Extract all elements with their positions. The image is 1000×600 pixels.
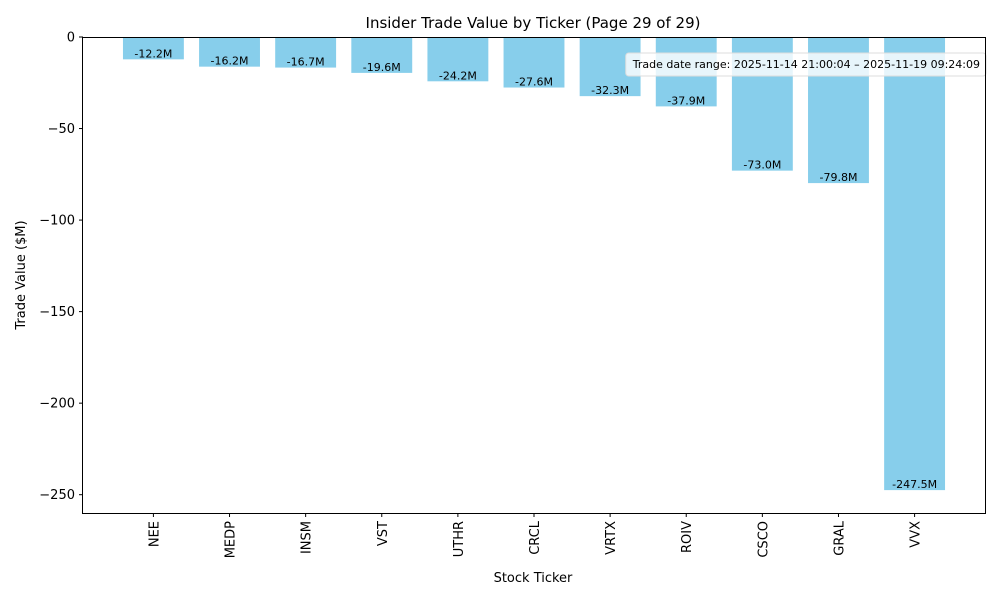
bar-uthr bbox=[427, 37, 489, 82]
x-tick-label-vrtx: VRTX bbox=[604, 521, 619, 555]
bar-vst bbox=[351, 37, 413, 73]
y-axis-label: Trade Value ($M) bbox=[14, 220, 29, 330]
y-tick-label: −200 bbox=[39, 397, 75, 412]
x-tick-label-uthr: UTHR bbox=[452, 521, 467, 557]
x-tick-label-gral: GRAL bbox=[832, 520, 847, 555]
bar-vvx bbox=[884, 37, 946, 491]
data-label-uthr: -24.2M bbox=[439, 69, 477, 82]
x-tick-label-medp: MEDP bbox=[224, 521, 239, 558]
data-label-nee: -12.2M bbox=[134, 47, 172, 60]
x-tick-label-crcl: CRCL bbox=[528, 520, 543, 555]
y-tick-label: −250 bbox=[39, 488, 75, 503]
data-label-vvx: -247.5M bbox=[892, 478, 937, 491]
data-label-crcl: -27.6M bbox=[515, 76, 553, 89]
y-tick-label: 0 bbox=[67, 31, 75, 46]
x-axis-label: Stock Ticker bbox=[494, 571, 573, 586]
bar-nee bbox=[122, 37, 184, 60]
annotation-box: Trade date range: 2025-11-14 21:00:04 – … bbox=[625, 52, 987, 77]
bar-medp bbox=[199, 37, 260, 67]
x-tick-label-roiv: ROIV bbox=[680, 521, 695, 553]
annotation-text: Trade date range: 2025-11-14 21:00:04 – … bbox=[632, 58, 980, 71]
x-tick-label-vst: VST bbox=[376, 521, 391, 546]
data-label-gral: -79.8M bbox=[819, 171, 857, 184]
y-axis: 0 −50 −100 −150 −200 −250 bbox=[39, 31, 83, 503]
data-labels-group: -12.2M -16.2M -16.7M -19.6M -24.2M -27.6M -32.… bbox=[134, 47, 937, 491]
x-tick-label-vvx: VVX bbox=[909, 521, 924, 548]
x-tick-label-nee: NEE bbox=[147, 521, 162, 547]
data-label-roiv: -37.9M bbox=[667, 94, 705, 107]
data-label-csco: -73.0M bbox=[743, 159, 781, 172]
data-label-medp: -16.2M bbox=[211, 55, 249, 68]
bar-crcl bbox=[503, 37, 565, 88]
y-tick-label: −50 bbox=[48, 122, 75, 137]
y-tick-label: −150 bbox=[39, 305, 75, 320]
data-label-vst: -19.6M bbox=[363, 61, 401, 74]
data-label-insm: -16.7M bbox=[287, 56, 325, 69]
x-axis: NEE MEDP INSM VST UTHR CRCL VRTX ROIV CSCO GRAL VV… bbox=[147, 513, 924, 558]
chart-title: Insider Trade Value by Ticker (Page 29 o… bbox=[366, 14, 701, 32]
bars-group bbox=[122, 37, 946, 491]
data-label-vrtx: -32.3M bbox=[591, 84, 629, 97]
bar-insm bbox=[275, 37, 337, 68]
x-tick-label-insm: INSM bbox=[300, 521, 315, 554]
y-tick-label: −100 bbox=[39, 214, 75, 229]
x-tick-label-csco: CSCO bbox=[756, 521, 771, 558]
